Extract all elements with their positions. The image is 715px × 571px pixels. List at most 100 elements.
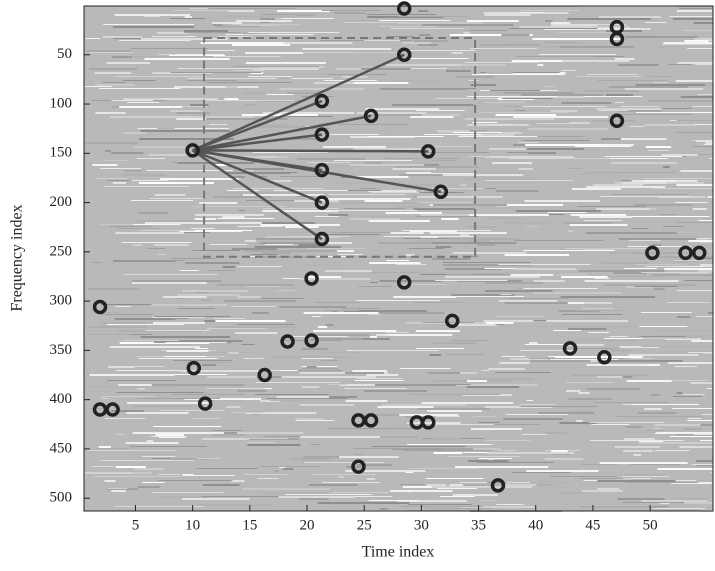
spectrogram-streak	[315, 334, 370, 336]
spectrogram-streak	[422, 24, 514, 26]
peak-point	[105, 402, 120, 417]
spectrogram-streak	[386, 260, 410, 261]
spectrogram-streak	[578, 392, 590, 394]
spectrogram-streak	[379, 234, 413, 235]
spectrogram-streak	[195, 214, 264, 216]
spectrogram-streak	[510, 274, 554, 276]
peak-point	[609, 113, 625, 129]
spectrogram-streak	[222, 266, 236, 268]
spectrogram-streak	[389, 28, 464, 29]
spectrogram-streak	[675, 80, 713, 82]
spectrogram-streak	[137, 388, 145, 390]
spectrogram-streak	[533, 280, 565, 282]
spectrogram-streak	[302, 48, 392, 50]
spectrogram-streak	[672, 18, 713, 20]
spectrogram-streak	[170, 318, 189, 319]
spectrogram-streak	[282, 468, 294, 470]
spectrogram-streak	[489, 218, 526, 219]
pair-link	[192, 99, 323, 152]
spectrogram-streak	[568, 398, 613, 400]
spectrogram-streak	[352, 370, 387, 372]
spectrogram-streak	[244, 240, 257, 242]
spectrogram-streak	[266, 94, 294, 95]
peak-point	[314, 93, 330, 109]
spectrogram-streak	[140, 130, 230, 132]
spectrogram-streak	[417, 196, 503, 198]
spectrogram-streak	[244, 250, 338, 252]
spectrogram-streak	[153, 426, 221, 427]
spectrogram-streak	[301, 358, 334, 359]
spectrogram-streak	[431, 342, 477, 344]
spectrogram-streak	[148, 154, 217, 156]
spectrogram-streak	[363, 40, 400, 41]
spectrogram-streak	[243, 286, 281, 287]
spectrogram-streak	[583, 90, 640, 92]
spectrogram-streak	[257, 478, 279, 479]
spectrogram-streak	[581, 490, 623, 492]
spectrogram-streak	[653, 506, 669, 507]
spectrogram-streak	[364, 162, 382, 164]
spectrogram-streak	[313, 330, 397, 332]
spectrogram-streak	[156, 32, 189, 34]
spectrogram-streak	[134, 406, 193, 407]
spectrogram-streak	[487, 482, 507, 483]
spectrogram-streak	[304, 462, 385, 463]
spectrogram-streak	[138, 358, 218, 359]
spectrogram-streak	[120, 366, 164, 367]
spectrogram-streak	[243, 358, 264, 359]
spectrogram-streak	[596, 108, 662, 110]
spectrogram-streak	[521, 94, 603, 96]
spectrogram-streak	[645, 22, 667, 23]
spectrogram-streak	[222, 216, 245, 218]
peak-point	[678, 245, 693, 261]
spectrogram-streak	[300, 460, 354, 462]
spectrogram-streak	[470, 84, 497, 86]
spectrogram-streak	[675, 498, 708, 500]
spectrogram-streak	[489, 148, 527, 150]
spectrogram-streak	[523, 140, 590, 141]
spectrogram-streak	[231, 24, 300, 25]
y-tick-label: 200	[50, 194, 73, 210]
spectrogram-streak	[299, 278, 371, 280]
spectrogram-streak	[247, 244, 265, 245]
spectrogram-streak	[109, 346, 201, 348]
spectrogram-streak	[339, 456, 399, 458]
spectrogram-streak	[576, 420, 583, 422]
spectrogram-streak	[245, 412, 317, 414]
peak-point	[314, 127, 330, 142]
y-tick-label: 100	[50, 95, 73, 111]
spectrogram-streak	[315, 302, 361, 303]
spectrogram-streak	[138, 212, 168, 214]
spectrogram-streak	[244, 168, 285, 170]
spectrogram-streak	[458, 136, 538, 137]
spectrogram-streak	[522, 106, 607, 107]
spectrogram-streak	[265, 42, 353, 44]
spectrogram-streak	[618, 110, 662, 112]
spectrogram-streak	[488, 368, 525, 370]
spectrogram-streak	[495, 316, 543, 317]
spectrogram-streak	[626, 380, 672, 382]
spectrogram-streak	[225, 406, 241, 408]
spectrogram-streak	[521, 10, 579, 11]
spectrogram-streak	[506, 204, 564, 206]
spectrogram-streak	[392, 448, 444, 450]
spectrogram-streak	[427, 410, 482, 412]
spectrogram-streak	[402, 42, 431, 44]
spectrogram-streak	[604, 156, 683, 157]
spectrogram-streak	[140, 336, 231, 338]
spectrogram-streak	[581, 464, 618, 465]
spectrogram-streak	[663, 226, 684, 227]
spectrogram-streak	[368, 500, 418, 501]
spectrogram-streak	[498, 300, 558, 302]
spectrogram-streak	[225, 34, 314, 35]
spectrogram-streak	[452, 372, 478, 374]
spectrogram-streak	[552, 454, 571, 455]
target-zone	[203, 37, 477, 258]
spectrogram-streak	[508, 298, 570, 299]
spectrogram-streak	[625, 482, 699, 483]
spectrogram-streak	[629, 216, 710, 217]
spectrogram-streak	[368, 114, 429, 116]
spectrogram-streak	[683, 428, 703, 430]
spectrogram-streak	[533, 292, 623, 294]
spectrogram-streak	[705, 142, 713, 144]
